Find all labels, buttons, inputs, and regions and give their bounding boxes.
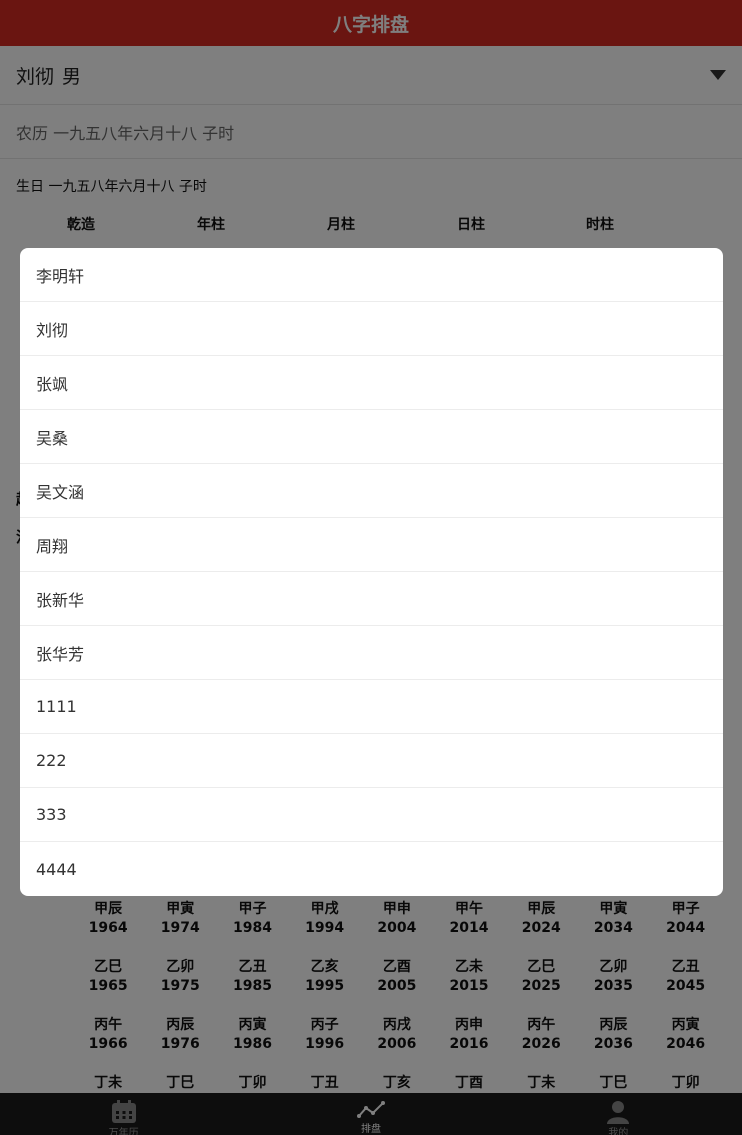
picker-item[interactable]: 1111 [20,680,723,734]
picker-item[interactable]: 刘彻 [20,302,723,356]
picker-item[interactable]: 张华芳 [20,626,723,680]
picker-item[interactable]: 李明轩 [20,248,723,302]
person-picker-sheet: 李明轩 刘彻 张飒 吴桑 吴文涵 周翔 张新华 张华芳 1111 222 333 4444 [20,248,723,896]
picker-item[interactable]: 222 [20,734,723,788]
picker-item[interactable]: 4444 [36,859,77,879]
picker-item[interactable]: 张飒 [20,356,723,410]
picker-item[interactable]: 张新华 [20,572,723,626]
picker-item[interactable]: 吴桑 [20,410,723,464]
picker-item[interactable]: 333 [20,788,723,842]
picker-item[interactable]: 吴文涵 [20,464,723,518]
picker-item[interactable]: 周翔 [20,518,723,572]
